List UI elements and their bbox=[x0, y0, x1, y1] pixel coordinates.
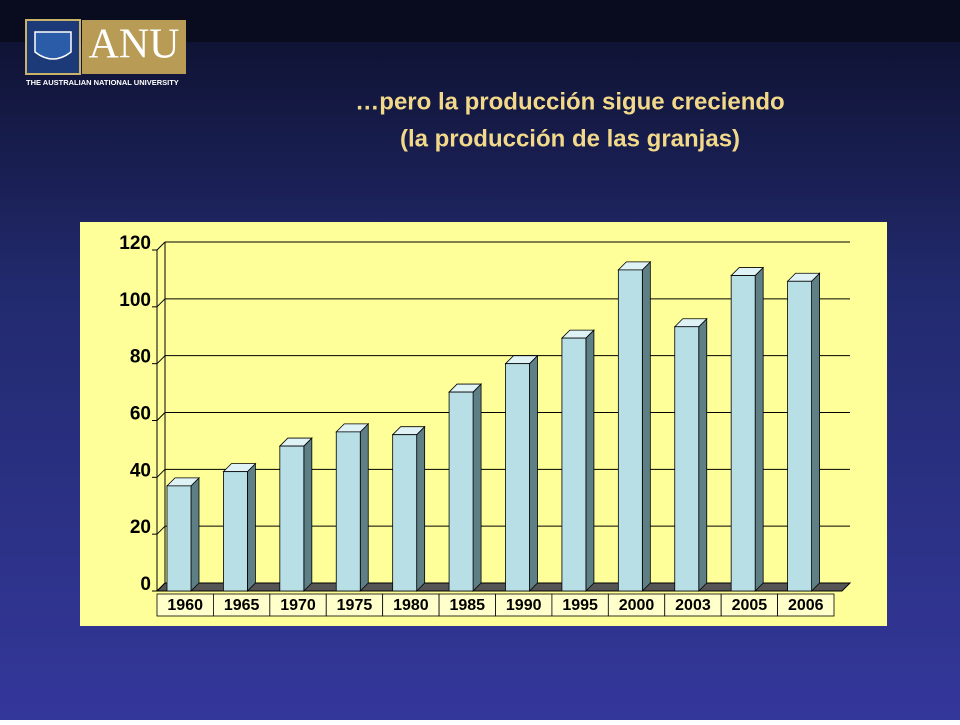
x-tick-label: 1975 bbox=[337, 597, 373, 614]
grid-line bbox=[156, 298, 166, 308]
bar bbox=[279, 445, 305, 592]
x-tick-label: 2005 bbox=[732, 597, 768, 614]
bar bbox=[392, 434, 418, 592]
grid-line bbox=[156, 241, 166, 251]
logo: ANU THE AUSTRALIAN NATIONAL UNIVERSITY bbox=[25, 19, 186, 87]
x-tick-label: 2006 bbox=[788, 597, 824, 614]
grid-line bbox=[156, 412, 166, 421]
y-tick-label: 20 bbox=[130, 517, 151, 538]
logo-subtitle: THE AUSTRALIAN NATIONAL UNIVERSITY bbox=[26, 78, 179, 87]
title-line: …pero la producción sigue creciendo bbox=[355, 88, 784, 115]
bar bbox=[335, 431, 361, 592]
bar bbox=[223, 471, 248, 592]
x-tick-label: 1970 bbox=[280, 597, 316, 614]
x-tick-label: 1980 bbox=[393, 597, 429, 614]
y-tick-label: 100 bbox=[119, 290, 151, 311]
bar-side bbox=[585, 329, 595, 592]
bar bbox=[730, 275, 756, 592]
bar-side bbox=[529, 354, 538, 592]
x-label-box bbox=[777, 593, 835, 617]
x-tick-label: 1995 bbox=[562, 597, 598, 614]
bar-side bbox=[641, 260, 651, 592]
bar bbox=[448, 391, 474, 592]
bar bbox=[166, 485, 192, 592]
bar-side bbox=[303, 437, 313, 592]
bar-side bbox=[754, 266, 764, 592]
bar-side bbox=[416, 425, 426, 592]
x-tick-label: 1965 bbox=[224, 597, 260, 614]
bar-side bbox=[247, 462, 256, 592]
x-tick-label: 1990 bbox=[506, 597, 542, 614]
y-tick-label: 120 bbox=[119, 233, 151, 254]
bar bbox=[505, 363, 530, 592]
shield bbox=[34, 31, 72, 60]
grid-line bbox=[156, 355, 166, 365]
logo-name: ANU bbox=[89, 22, 180, 68]
bar-side bbox=[811, 272, 820, 592]
logo-box bbox=[82, 20, 186, 74]
x-tick-label: 1960 bbox=[167, 597, 203, 614]
grid-line bbox=[156, 582, 166, 592]
y-tick-label: 40 bbox=[130, 460, 151, 481]
bar bbox=[787, 280, 812, 592]
bar-side bbox=[190, 476, 200, 592]
bar bbox=[617, 269, 643, 592]
chart-panel bbox=[80, 222, 887, 626]
x-tick-label: 2003 bbox=[675, 597, 711, 614]
grid-line bbox=[156, 525, 166, 535]
bar-side bbox=[359, 422, 369, 592]
bar bbox=[561, 337, 587, 592]
y-tick-label: 80 bbox=[130, 347, 151, 368]
x-tick-label: 2000 bbox=[619, 597, 655, 614]
bar-side bbox=[698, 317, 708, 592]
bar-side bbox=[472, 383, 482, 592]
grid-line bbox=[156, 468, 166, 478]
y-tick-label: 0 bbox=[140, 574, 151, 595]
title-line: (la producción de las granjas) bbox=[400, 125, 740, 152]
x-tick-label: 1985 bbox=[449, 597, 485, 614]
y-tick-label: 60 bbox=[130, 404, 151, 425]
bar bbox=[674, 326, 700, 592]
